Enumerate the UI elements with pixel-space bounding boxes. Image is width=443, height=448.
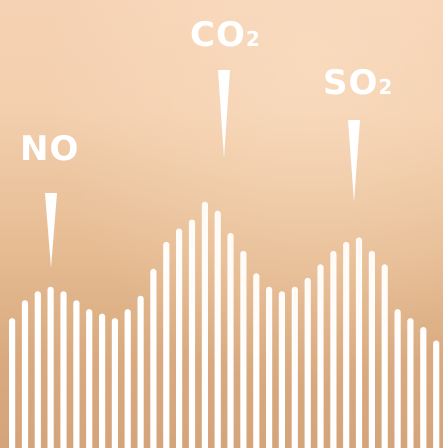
bar — [317, 264, 324, 448]
bar — [214, 210, 221, 448]
bar — [253, 273, 260, 448]
bar — [111, 318, 118, 448]
bar — [150, 268, 157, 448]
bar — [47, 286, 54, 448]
bar — [240, 250, 247, 448]
label-co2-main: CO — [190, 15, 246, 55]
bar — [201, 201, 208, 448]
bar — [137, 295, 144, 448]
label-so2-subscript: 2 — [378, 75, 394, 99]
label-no-text: NO — [20, 129, 80, 169]
bar — [163, 241, 170, 448]
bar — [291, 286, 298, 448]
bar — [21, 300, 29, 448]
bar — [330, 250, 337, 448]
bar — [99, 313, 106, 448]
bar — [86, 309, 93, 448]
bar — [355, 237, 363, 448]
bar — [124, 309, 131, 448]
bar — [34, 291, 41, 448]
pointer-no — [45, 193, 57, 268]
bar — [304, 277, 311, 448]
label-co2: CO2 — [190, 18, 261, 52]
pointer-co2 — [218, 70, 230, 158]
pointer-so2 — [348, 120, 360, 202]
bar — [176, 228, 183, 448]
bar — [73, 300, 80, 448]
label-co2-subscript: 2 — [245, 27, 261, 51]
bar — [381, 264, 388, 448]
bar — [420, 327, 427, 448]
bar — [433, 340, 440, 448]
bar — [343, 241, 350, 448]
bar — [407, 318, 414, 448]
bar — [278, 291, 285, 448]
bar — [368, 250, 375, 448]
label-no: NO — [20, 132, 79, 166]
label-so2: SO2 — [323, 66, 393, 100]
bar — [227, 233, 234, 448]
bar — [394, 309, 401, 448]
bar — [60, 291, 67, 448]
bar — [9, 318, 16, 448]
label-so2-main: SO — [323, 63, 379, 103]
bar — [188, 219, 196, 448]
bar — [266, 286, 273, 448]
